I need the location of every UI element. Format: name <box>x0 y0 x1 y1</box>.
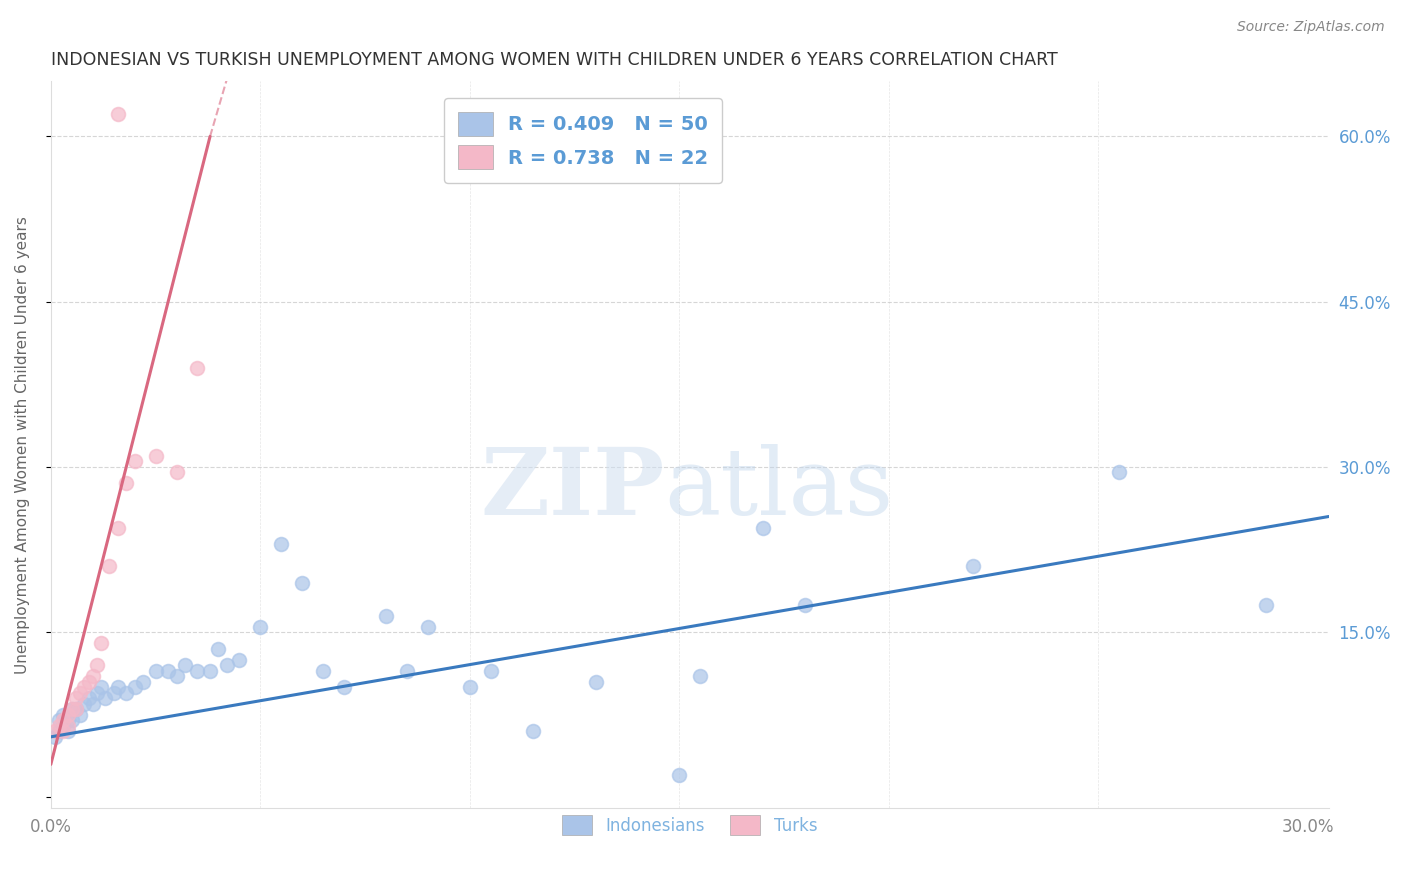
Point <box>107 680 129 694</box>
Point <box>198 664 221 678</box>
Point <box>270 537 292 551</box>
Point <box>94 691 117 706</box>
Point <box>107 520 129 534</box>
Point <box>73 680 96 694</box>
Point <box>90 636 112 650</box>
Point <box>44 730 66 744</box>
Point <box>90 680 112 694</box>
Point <box>52 714 75 728</box>
Point <box>174 658 197 673</box>
Point <box>115 686 138 700</box>
Point <box>48 719 70 733</box>
Point <box>395 664 418 678</box>
Point <box>77 691 100 706</box>
Point <box>157 664 180 678</box>
Point <box>115 476 138 491</box>
Point <box>98 559 121 574</box>
Point <box>82 697 104 711</box>
Point <box>124 680 146 694</box>
Point <box>752 520 775 534</box>
Point <box>166 466 188 480</box>
Point <box>86 658 108 673</box>
Point <box>333 680 356 694</box>
Point <box>77 674 100 689</box>
Point <box>107 107 129 121</box>
Point <box>962 559 984 574</box>
Point <box>416 620 439 634</box>
Point <box>60 702 83 716</box>
Point <box>48 724 70 739</box>
Point <box>186 360 208 375</box>
Point <box>1254 598 1277 612</box>
Point <box>249 620 271 634</box>
Point <box>291 575 314 590</box>
Point <box>145 664 167 678</box>
Point <box>60 702 83 716</box>
Point <box>132 674 155 689</box>
Point <box>60 714 83 728</box>
Text: ZIP: ZIP <box>479 443 664 533</box>
Point <box>52 719 75 733</box>
Point <box>794 598 817 612</box>
Point <box>479 664 502 678</box>
Point <box>207 641 229 656</box>
Point <box>56 724 79 739</box>
Point <box>56 714 79 728</box>
Point <box>48 714 70 728</box>
Point <box>689 669 711 683</box>
Point <box>1108 466 1130 480</box>
Y-axis label: Unemployment Among Women with Children Under 6 years: Unemployment Among Women with Children U… <box>15 216 30 673</box>
Point <box>668 768 690 782</box>
Point <box>145 449 167 463</box>
Point <box>82 669 104 683</box>
Text: Source: ZipAtlas.com: Source: ZipAtlas.com <box>1237 20 1385 34</box>
Point <box>215 658 238 673</box>
Point <box>52 724 75 739</box>
Point <box>65 702 87 716</box>
Point <box>186 664 208 678</box>
Point <box>124 454 146 468</box>
Point <box>103 686 125 700</box>
Point <box>166 669 188 683</box>
Point <box>69 686 91 700</box>
Text: atlas: atlas <box>664 443 893 533</box>
Point <box>56 719 79 733</box>
Point <box>69 707 91 722</box>
Legend: Indonesians, Turks: Indonesians, Turks <box>554 806 825 844</box>
Point <box>585 674 607 689</box>
Point <box>228 653 250 667</box>
Point <box>65 691 87 706</box>
Point <box>375 608 398 623</box>
Point <box>312 664 335 678</box>
Point <box>65 702 87 716</box>
Text: INDONESIAN VS TURKISH UNEMPLOYMENT AMONG WOMEN WITH CHILDREN UNDER 6 YEARS CORRE: INDONESIAN VS TURKISH UNEMPLOYMENT AMONG… <box>51 51 1057 69</box>
Point <box>458 680 481 694</box>
Point <box>56 707 79 722</box>
Point <box>86 686 108 700</box>
Point <box>522 724 544 739</box>
Point <box>44 724 66 739</box>
Point <box>52 707 75 722</box>
Point <box>73 697 96 711</box>
